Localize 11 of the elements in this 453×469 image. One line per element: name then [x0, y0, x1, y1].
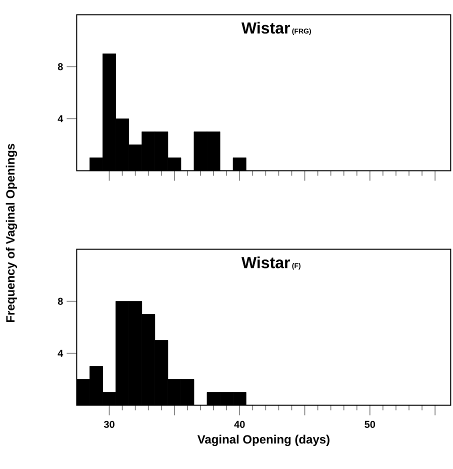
- x-tick-label: 30: [104, 420, 114, 428]
- chart-title: Wistar: [241, 22, 290, 34]
- x-tick-label: 40: [234, 420, 245, 428]
- y-tick-label: 8: [58, 63, 63, 70]
- chart-title: Wistar: [241, 256, 290, 268]
- x-axis-title: Vaginal Opening (days): [197, 434, 330, 446]
- y-tick-label: 8: [58, 298, 63, 305]
- y-tick-label: 4: [58, 115, 64, 122]
- y-tick-label: 4: [58, 350, 64, 357]
- x-tick-label: 50: [364, 420, 376, 428]
- y-axis-title: Frequency of Vaginal Openings: [6, 144, 18, 322]
